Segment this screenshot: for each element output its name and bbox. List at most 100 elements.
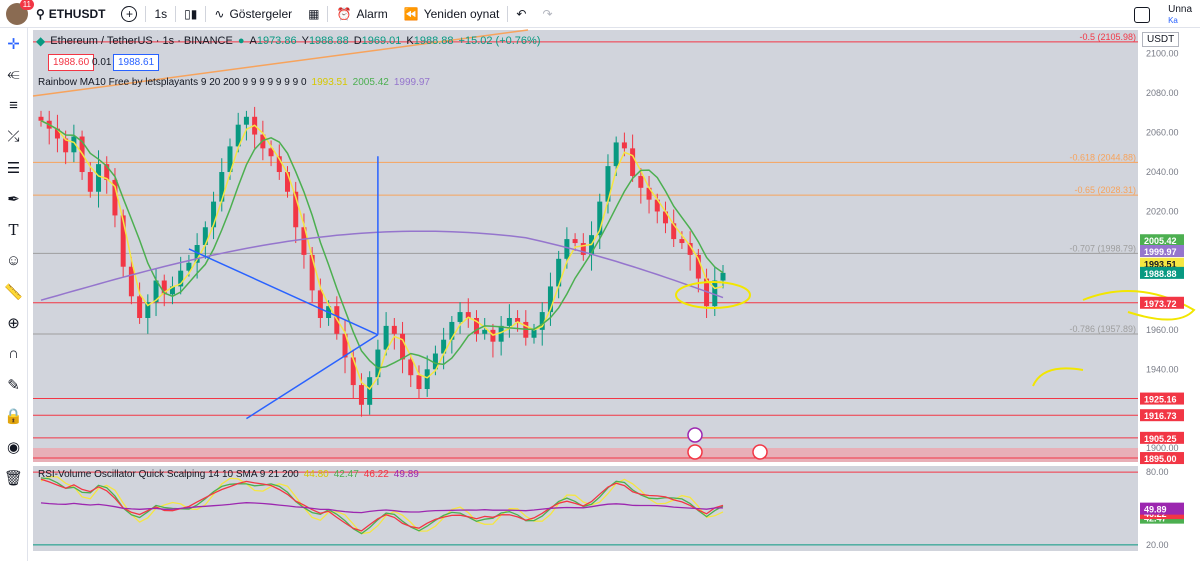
indicator2-value1: 44.80 [303,469,329,480]
alert-button[interactable]: ⏰ Alarm [328,0,395,27]
candle-body [564,239,570,259]
fullscreen-icon[interactable] [1134,7,1151,23]
symbol-search-button[interactable]: ⚲ ETHUSDT [28,0,113,27]
spread-value: 0.01 [92,57,112,68]
candle-body [202,227,208,246]
user-avatar[interactable]: 11 [6,0,34,25]
candle-body [432,353,438,370]
candle-body [597,201,603,236]
compare-add-button[interactable]: + [113,0,145,27]
price-tag-box [1140,431,1184,444]
candle-body [572,239,578,244]
fib-level-label: -0.618 (2044.88) [1069,152,1136,162]
price-tag-label: 1895.00 [1144,454,1177,464]
text-tool-icon[interactable]: T [8,220,19,239]
support-zone [33,448,1138,462]
crosshair-icon[interactable]: ✛ [7,35,20,53]
indicators-button[interactable]: ∿ Göstergeler [206,0,300,27]
pattern-icon[interactable]: ⤰ [7,128,20,145]
indicator1-value2: 2005.42 [352,77,389,88]
price-tick-label: 2080.00 [1146,88,1179,98]
undo-button[interactable]: ↶ [508,0,534,27]
magnet-icon[interactable]: ∩ [8,345,19,362]
price-tick-label: 2100.00 [1146,49,1179,59]
candle-body [482,329,488,334]
layout-name[interactable]: Unna [1168,4,1192,15]
brush-icon[interactable]: ✒ [7,190,20,208]
candle-body [104,164,110,180]
indicator2-value3: 46.22 [363,469,389,480]
sell-price-box[interactable]: 1988.60 [48,54,95,71]
indicator2-value4: 49.89 [393,469,419,480]
candle-body [128,266,134,297]
candle-body [120,215,126,267]
candle-body [531,329,537,338]
candle-body [219,172,225,202]
alarm-label: Alarm [356,6,388,21]
lock-icon[interactable]: 🔒 [4,407,23,425]
candle-body [712,280,718,307]
search-icon: ⚲ [36,6,45,21]
candle-body [621,142,627,149]
candle-body [662,211,668,224]
lock-drawing-icon[interactable]: ✎ [7,376,20,394]
oscillator-pane-background [33,466,1138,551]
save-label[interactable]: Ka [1168,16,1178,25]
interval-button[interactable]: 1s [154,6,168,21]
candle-body [424,369,430,390]
trendline-icon[interactable]: ⥺ [7,66,20,83]
chart-canvas[interactable]: -0.5 (2105.98) -0.618 (2044.88) -0.65 (202… [28,28,1200,561]
price-tag-label: 1988.88 [1144,269,1177,279]
candle-body [473,318,479,334]
candle-body [506,318,512,326]
replay-icon: ⏪ [403,6,419,21]
high-label: Y [301,35,309,47]
oscillator-tick-label: 80.00 [1146,467,1169,477]
open-label: A [249,35,257,47]
candle-body [695,254,701,279]
price-tag-label: 1905.25 [1144,434,1177,444]
price-tag-box [1140,234,1184,247]
currency-selector[interactable]: USDT [1142,32,1180,47]
candle-body [679,239,685,244]
symbol-label: ETHUSDT [48,6,106,21]
chart-type-button[interactable]: ▯▮ [176,0,205,27]
indicators-label: Göstergeler [229,6,293,21]
candle-body [630,148,636,176]
fib-tool-icon[interactable]: ☰ [6,159,21,177]
replay-button[interactable]: ⏪ Yeniden oynat [396,0,508,27]
candle-body [358,385,364,405]
candle-body [87,172,93,192]
buy-price-box[interactable]: 1988.61 [113,54,160,71]
candle-body [416,375,422,390]
eye-icon[interactable]: ◉ [6,438,21,456]
horizontal-lines-icon[interactable]: ≡ [9,97,18,114]
chart-area[interactable]: -0.5 (2105.98) -0.618 (2044.88) -0.65 (202… [28,28,1200,561]
candle-body [375,349,381,378]
candle-body [400,333,406,360]
candle-body [169,286,175,295]
candle-body [243,116,249,125]
ruler-icon[interactable]: 📏 [4,283,23,301]
symbol-title[interactable]: Ethereum / TetherUS · 1s · BINANCE [50,35,233,47]
candle-body [38,116,44,121]
candle-body [276,156,282,173]
flag-event-icon [752,444,768,460]
candle-body [367,377,373,405]
trash-icon[interactable]: 🗑 [3,469,24,487]
candle-body [547,286,553,313]
layouts-button[interactable]: ▦ [300,0,327,27]
indicator1-name[interactable]: Rainbow MA10 Free by letsplayants 9 20 2… [38,77,307,88]
indicator2-name[interactable]: RSI-Volume Oscillator Quick Scalping 14 … [38,469,299,480]
emoji-icon[interactable]: ☺ [5,252,22,269]
fib-level-label: -0.65 (2028.31) [1074,185,1136,195]
candle-body [350,357,356,386]
zoom-in-icon[interactable]: ⊕ [7,314,20,332]
price-tag-box [1140,409,1184,422]
candle-body [408,359,414,376]
candle-body [498,325,504,342]
redo-button[interactable]: ↷ [534,0,560,27]
candle-body [268,148,274,157]
candle-body [441,339,447,354]
oscillator-tick-label: 20.00 [1146,540,1169,550]
